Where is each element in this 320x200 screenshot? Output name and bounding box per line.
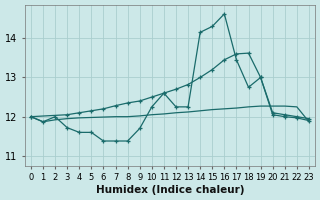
X-axis label: Humidex (Indice chaleur): Humidex (Indice chaleur) [96, 185, 244, 195]
